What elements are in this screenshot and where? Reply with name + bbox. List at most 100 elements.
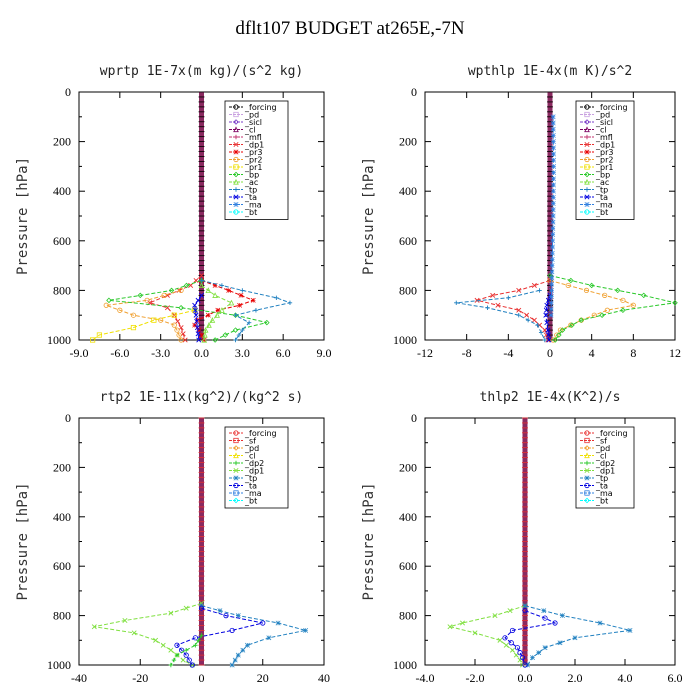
legend-item: _dp1 [229, 466, 264, 475]
data-point [588, 282, 595, 289]
x-tick-label: -3.0 [151, 346, 170, 360]
data-point [542, 645, 548, 651]
data-point [233, 497, 239, 504]
data-point [584, 104, 590, 110]
legend-label: _ta [595, 481, 608, 490]
data-point [507, 608, 513, 614]
y-axis-label: Pressure [hPa] [361, 157, 377, 275]
legend-item: _dp2 [229, 459, 264, 468]
data-point [584, 156, 590, 163]
data-point [495, 302, 501, 308]
data-point [497, 637, 503, 643]
data-point [537, 288, 542, 293]
legend-item: _sicl [229, 118, 262, 127]
data-point [584, 194, 590, 200]
data-point [199, 332, 204, 338]
data-point [233, 430, 239, 436]
legend-item: _ta [229, 481, 257, 490]
legend-label: _pr3 [595, 148, 613, 157]
data-point [584, 445, 590, 451]
data-point [193, 277, 199, 283]
data-point [233, 467, 239, 474]
data-point [584, 149, 590, 155]
data-point [161, 292, 167, 298]
legend-item: _bt [229, 208, 257, 217]
data-point [516, 287, 522, 293]
data-point [516, 313, 521, 318]
data-point [584, 460, 590, 466]
data-point [168, 662, 174, 668]
data-point [233, 194, 239, 200]
data-point [198, 282, 205, 289]
data-point [174, 652, 180, 658]
data-point [627, 627, 633, 633]
data-point [178, 287, 184, 293]
legend-label: _dp2 [244, 459, 264, 468]
data-point [183, 647, 189, 653]
data-point [193, 643, 198, 648]
x-tick-label: -4 [503, 346, 513, 360]
data-point [545, 337, 551, 343]
y-tick-label: 600 [53, 559, 71, 573]
data-point [508, 640, 514, 646]
y-tick-label: 0 [65, 411, 71, 425]
legend-label: _bt [244, 496, 257, 505]
data-point [130, 324, 137, 331]
legend-label: _bt [595, 208, 608, 217]
series-dp1 [447, 603, 528, 668]
legend-item: _tp [229, 185, 257, 194]
data-point [260, 620, 266, 626]
data-point [551, 176, 556, 182]
data-point [201, 336, 208, 343]
data-point [560, 613, 565, 619]
y-tick-label: 1000 [47, 333, 71, 347]
data-point [550, 207, 556, 213]
panel-title: wpthlp 1E-4x(m K)/s^2 [468, 64, 632, 79]
data-point [240, 327, 245, 333]
legend-item: _ma [229, 489, 262, 498]
data-point [171, 312, 177, 318]
legend-item: _pd [580, 444, 610, 453]
data-point [214, 312, 221, 318]
data-point [238, 292, 244, 298]
chart-panel: rtp2 1E-11x(kg^2)/(kg^2 s) Pressure [hPa]… [15, 390, 330, 685]
data-point [551, 163, 557, 169]
x-tick-label: 6.0 [276, 346, 291, 360]
series-ta [192, 292, 205, 343]
legend-label: _tp [244, 474, 257, 483]
legend-item: _pr3 [229, 148, 262, 157]
legend-label: _ma [244, 200, 262, 209]
data-point [174, 642, 180, 648]
data-point [96, 332, 103, 338]
x-tick-label: 20 [257, 671, 269, 685]
legend-item: _dp1 [229, 140, 264, 149]
data-point [202, 331, 208, 338]
data-point [584, 482, 590, 489]
y-tick-label: 600 [53, 234, 71, 248]
data-point [584, 171, 590, 178]
data-point [549, 281, 555, 287]
series-dp1 [91, 600, 205, 668]
data-point [544, 302, 550, 308]
series-bp [106, 277, 270, 343]
data-point [542, 337, 547, 343]
legend-item: _cl [229, 451, 256, 460]
legend-item: _mfl [580, 133, 613, 142]
y-axis-label: Pressure [hPa] [361, 482, 377, 600]
data-point [506, 295, 511, 301]
data-point [158, 317, 164, 323]
data-point [503, 642, 509, 648]
data-point [542, 615, 548, 621]
data-point [233, 178, 239, 185]
legend-label: _cl [244, 125, 256, 134]
legend-item: _dp1 [580, 140, 615, 149]
data-point [640, 292, 647, 299]
data-point [522, 608, 528, 614]
data-point [584, 178, 590, 185]
data-point [551, 145, 556, 151]
legend-item: _pr3 [580, 148, 613, 157]
data-point [198, 605, 205, 611]
data-point [583, 287, 590, 293]
data-point [198, 292, 205, 298]
data-point [122, 618, 128, 624]
